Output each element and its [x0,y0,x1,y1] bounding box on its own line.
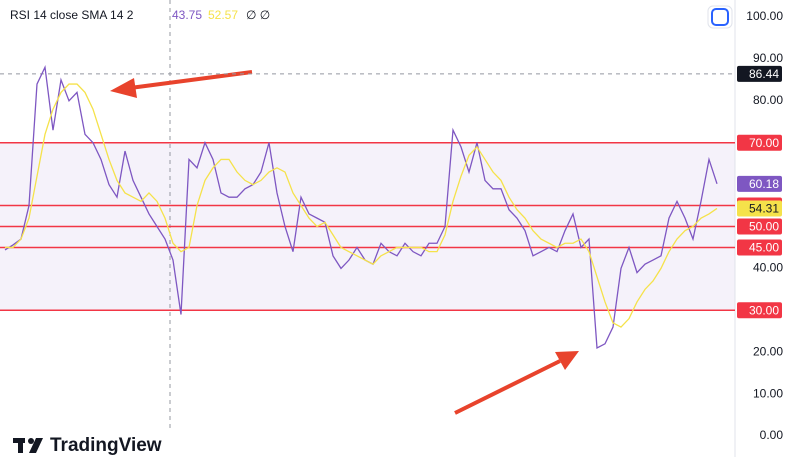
y-tick-label: 40.00 [753,261,783,275]
logo-text: TradingView [50,435,162,456]
header-extra: ∅ ∅ [246,8,270,22]
level-tag: 50.00 [749,220,779,234]
level-tag: 45.00 [749,241,779,255]
level-tag-box [737,302,782,319]
level-tag: 30.00 [749,303,779,317]
settings-icon [711,8,729,26]
last-value-tag: 54.31 [749,202,779,216]
header-value: 43.75 [172,8,202,22]
last-value-tag-box [737,175,782,192]
y-tick-label: 100.00 [746,9,783,23]
level-tag: 70.00 [749,136,779,150]
header-value: 52.57 [208,8,238,22]
crosshair-tag: 86.44 [749,67,779,81]
last-value-tag-box [737,200,782,217]
y-tick-label: 80.00 [753,93,783,107]
arrow-head [555,351,579,370]
last-value-tag: 60.18 [749,177,779,191]
settings-button[interactable] [707,5,733,29]
crosshair-tag-box [737,65,782,82]
level-tag-box [737,218,782,235]
annotation-arrows [110,70,579,415]
logo-mark [18,438,23,453]
logo-mark [28,438,34,444]
series-line [5,83,718,328]
arrow-head [110,78,137,98]
arrow [454,359,561,415]
series-line [4,65,718,350]
y-tick-label: 20.00 [753,344,783,358]
y-tick-label: 0.00 [760,428,784,442]
y-tick-label: 90.00 [753,51,783,65]
arrow [129,70,253,90]
level-tag-box [737,239,782,256]
indicator-title: RSI 14 close SMA 14 2 [10,8,134,22]
logo-mark [29,438,43,453]
y-tick-label: 10.00 [753,386,783,400]
level-tag-box [737,134,782,151]
logo: TradingView [13,435,162,456]
